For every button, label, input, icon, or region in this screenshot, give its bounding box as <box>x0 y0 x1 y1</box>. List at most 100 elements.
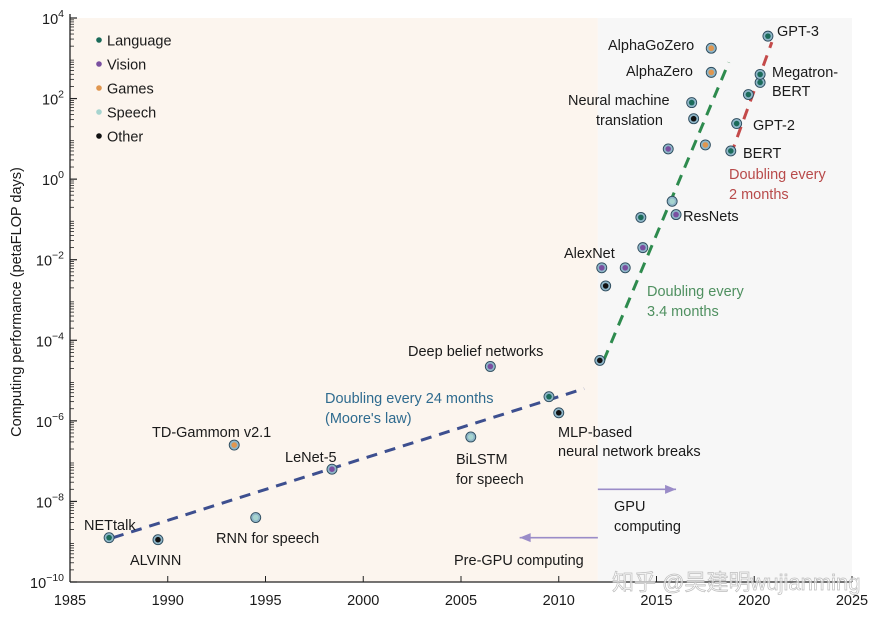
legend-label-games: Games <box>107 82 154 98</box>
data-point <box>666 195 678 207</box>
x-tick-label: 1995 <box>249 593 281 609</box>
x-tick-label: 2020 <box>738 593 770 609</box>
annotation-4: GPU computing <box>614 499 681 535</box>
point-core <box>708 69 715 76</box>
point-label: AlphaZero <box>626 64 693 80</box>
data-points <box>103 30 774 546</box>
point-core <box>638 214 644 221</box>
point-core <box>669 198 675 205</box>
data-point <box>635 211 647 223</box>
legend-label-speech: Speech <box>107 106 156 122</box>
data-point <box>705 42 717 54</box>
point-label: Deep belief networks <box>408 344 543 360</box>
annotation-line: (Moore's law) <box>325 411 412 427</box>
point-label: GPT-3 <box>777 24 819 40</box>
point-core <box>598 264 605 271</box>
data-point <box>543 391 555 403</box>
data-point <box>742 89 754 100</box>
trend-line-1 <box>112 387 585 540</box>
point-label: ResNets <box>683 209 739 225</box>
pre-gpu-arrow-head <box>519 533 531 543</box>
point-label: NETtalk <box>84 518 136 534</box>
legend-marker-speech <box>96 109 102 115</box>
y-tick-label: 10−8 <box>36 491 64 511</box>
trend-line-2 <box>602 61 731 362</box>
annotation-5: Pre-GPU computing <box>454 553 584 569</box>
data-point <box>152 534 164 546</box>
region-gpu <box>597 18 852 582</box>
data-point <box>699 139 711 151</box>
point-label: Neural machine translation <box>568 93 670 129</box>
point-core <box>727 148 734 154</box>
point-labels: NETtalk ALVINN TD-Gammom v2.1 RNN for speec… <box>84 24 838 569</box>
point-core <box>665 146 672 152</box>
annotation-line: GPU <box>614 499 645 515</box>
annotations: Doubling every 24 months (Moore's law)Dou… <box>325 167 826 569</box>
y-tick-label: 102 <box>42 89 64 109</box>
data-point <box>688 113 700 125</box>
data-point <box>637 242 649 254</box>
legend: Language Vision Games Speech Other <box>96 34 172 146</box>
point-core <box>640 244 646 251</box>
x-tick-label: 2000 <box>347 593 379 609</box>
annotation-3: Doubling every 2 months <box>729 167 826 203</box>
point-label: TD-Gammom v2.1 <box>152 425 271 441</box>
y-tick-label: 10−2 <box>36 250 64 270</box>
legend-label-language: Language <box>107 34 172 50</box>
point-label: AlphaGoZero <box>608 38 694 54</box>
data-point <box>553 407 565 419</box>
point-core <box>252 514 259 521</box>
region-pre-gpu <box>70 18 598 582</box>
data-point <box>600 280 612 292</box>
data-point <box>762 30 774 42</box>
gpu-era-arrows <box>519 484 677 543</box>
annotation-2: Doubling every 3.4 months <box>647 284 744 320</box>
data-point <box>725 145 737 157</box>
data-point <box>250 512 262 523</box>
point-core <box>673 211 679 218</box>
point-label: GPT-2 <box>753 118 795 134</box>
point-core <box>329 466 335 473</box>
x-tick-label: 2025 <box>836 593 868 609</box>
data-point <box>484 361 496 372</box>
legend-marker-language <box>96 37 102 43</box>
point-core <box>597 357 603 364</box>
point-core <box>467 434 474 440</box>
data-point <box>731 118 743 129</box>
data-point <box>228 439 240 451</box>
watermark: 知乎 @吴建明wujianming <box>612 570 861 595</box>
point-core <box>745 91 752 98</box>
point-core <box>702 142 709 148</box>
data-point <box>705 66 717 78</box>
point-core <box>622 264 629 271</box>
annotation-line: Pre-GPU computing <box>454 553 584 569</box>
annotation-line: Doubling every <box>729 167 826 183</box>
data-point <box>754 68 766 80</box>
point-core <box>155 536 161 543</box>
point-label: AlexNet <box>564 246 615 262</box>
y-tick-label: 100 <box>42 169 64 189</box>
axes: 1985 1990 1995 2000 2005 2010 2015 2020 2025 104 1… <box>30 8 868 609</box>
legend-marker-vision <box>96 61 102 67</box>
point-core <box>708 45 715 52</box>
data-point <box>619 262 631 274</box>
data-point <box>662 143 674 155</box>
data-point <box>326 463 338 475</box>
legend-marker-games <box>96 85 102 91</box>
point-core <box>757 71 763 78</box>
gpu-arrow-head <box>665 484 677 494</box>
annotation-1: Doubling every 24 months (Moore's law) <box>325 391 493 427</box>
data-point <box>596 262 608 274</box>
annotation-line: computing <box>614 519 681 535</box>
point-label: RNN for speech <box>216 531 319 547</box>
background-regions <box>70 18 852 582</box>
point-core <box>546 393 552 400</box>
annotation-line: Doubling every <box>647 284 744 300</box>
point-label: BiLSTM for speech <box>456 452 524 488</box>
point-core <box>688 99 695 106</box>
point-core <box>555 410 562 416</box>
annotation-line: Doubling every 24 months <box>325 391 493 407</box>
point-core <box>602 283 609 289</box>
x-tick-label: 2005 <box>445 593 477 609</box>
